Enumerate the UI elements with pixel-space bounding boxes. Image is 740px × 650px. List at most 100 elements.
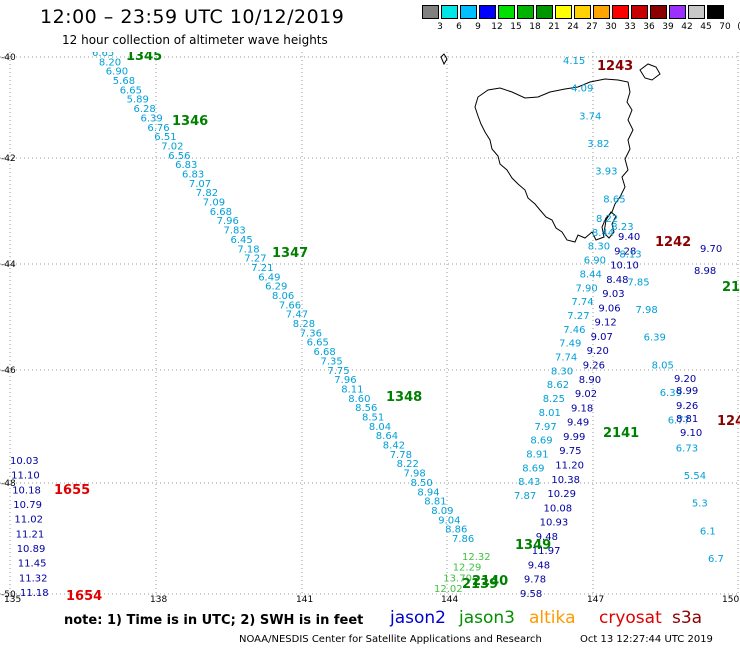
credit-line: NOAA/NESDIS Center for Satellite Applica… — [239, 634, 542, 645]
wave-height-value: 7.66 — [279, 300, 301, 311]
wave-height-value: 6.51 — [154, 132, 176, 143]
wave-height-value: 8.22 — [397, 459, 419, 470]
wave-height-value: 10.89 — [17, 544, 46, 555]
scale-swatch — [517, 5, 534, 19]
wave-height-value: 7.47 — [286, 310, 308, 321]
wave-height-value: 9.26 — [676, 401, 698, 412]
scale-swatch — [555, 5, 572, 19]
wave-height-value: 11.32 — [19, 573, 48, 584]
wave-height-value: 8.64 — [376, 431, 398, 442]
wave-height-value: 7.96 — [217, 216, 239, 227]
wave-height-value: 9.26 — [583, 361, 605, 372]
wave-height-value: 7.18 — [237, 244, 259, 255]
wave-height-value: 11.02 — [14, 515, 43, 526]
wave-height-value: 7.46 — [563, 325, 585, 336]
scale-label: 12 — [491, 22, 503, 32]
wave-height-value: 8.98 — [694, 266, 716, 277]
wave-height-value: 11.45 — [18, 559, 47, 570]
scale-label: 6 — [456, 22, 462, 32]
wave-height-value: 9.02 — [575, 389, 597, 400]
wave-height-value: 7.83 — [224, 226, 246, 237]
wave-height-value: 8.69 — [522, 463, 544, 474]
longitude-label: 135 — [4, 595, 21, 602]
wave-height-value: 9.04 — [438, 515, 460, 526]
scale-label: 27 — [586, 22, 598, 32]
scale-label: 21 — [548, 22, 560, 32]
wave-height-value: 6.28 — [134, 104, 156, 115]
wave-height-value: 8.51 — [362, 413, 384, 424]
wave-height-value: 8.01 — [539, 408, 561, 419]
pass-label: 2139 — [462, 577, 498, 592]
wave-height-value: 7.97 — [535, 422, 557, 433]
wave-height-map[interactable]: -40 -42 -44 -46 -48 -50 135 138 141 144 147 150 6.6… — [0, 52, 740, 602]
pass-label: 1243 — [597, 59, 633, 74]
wave-height-value: 8.99 — [676, 386, 698, 397]
wave-height-value: 7.98 — [636, 305, 658, 316]
wave-height-value: 8.65 — [603, 194, 625, 205]
wave-height-value: 10.93 — [540, 518, 569, 529]
latitude-label: -48 — [1, 479, 16, 489]
wave-height-value: 8.69 — [530, 436, 552, 447]
wave-height-value: 9.28 — [614, 246, 636, 257]
scale-label: (ft) — [734, 22, 740, 32]
wave-height-value: 8.11 — [341, 385, 363, 396]
wave-height-value: 8.42 — [383, 441, 405, 452]
wave-height-value: 6.83 — [175, 160, 197, 171]
pass-label: 1349 — [515, 538, 551, 553]
wave-height-value: 6.39 — [660, 388, 682, 399]
wave-height-value: 8.20 — [99, 57, 121, 68]
wave-height-value: 7.96 — [334, 375, 356, 386]
wave-height-value: 8.05 — [652, 360, 674, 371]
pass-label: 1346 — [172, 114, 208, 129]
wave-height-value: 6.83 — [182, 170, 204, 181]
wave-height-value: 6.45 — [231, 235, 253, 246]
pass-label: 2141 — [603, 426, 639, 441]
scale-swatch — [498, 5, 515, 19]
wave-height-value: 8.06 — [272, 291, 294, 302]
wave-height-value: 4.09 — [571, 84, 593, 95]
flinders-island-coastline — [639, 63, 661, 81]
wave-height-value: 11.10 — [11, 471, 40, 482]
wave-height-value: 11.21 — [16, 529, 45, 540]
scale-label: 39 — [662, 22, 674, 32]
page-subtitle: 12 hour collection of altimeter wave hei… — [62, 33, 328, 47]
wave-height-value: 10.03 — [10, 456, 39, 467]
wave-height-value: 3.93 — [595, 167, 617, 178]
scale-label: 3 — [437, 22, 443, 32]
wave-height-value: 8.43 — [518, 477, 540, 488]
scale-label: 9 — [475, 22, 481, 32]
wave-height-value: 3.74 — [579, 111, 601, 122]
scale-swatch — [650, 5, 667, 19]
scale-label: 45 — [700, 22, 712, 32]
wave-height-value: 6.90 — [106, 67, 128, 78]
wave-height-value: 9.48 — [536, 532, 558, 543]
pass-label: 1345 — [126, 52, 162, 64]
wave-height-value: 9.07 — [591, 332, 613, 343]
wave-height-value: 7.82 — [196, 188, 218, 199]
wave-height-value: 7.27 — [244, 254, 266, 265]
longitude-label: 138 — [150, 595, 167, 602]
latitude-label: -42 — [1, 154, 16, 164]
wave-height-value: 8.09 — [431, 506, 453, 517]
pass-label: 1347 — [272, 246, 308, 261]
wave-height-value: 8.25 — [543, 394, 565, 405]
wave-height-value: 8.86 — [445, 525, 467, 536]
legend-s3a: s3a — [672, 608, 703, 628]
wave-height-value: 7.49 — [559, 339, 581, 350]
wave-height-value: 10.29 — [547, 489, 576, 500]
scale-label: 30 — [605, 22, 617, 32]
wave-height-value: 11.20 — [555, 461, 584, 472]
wave-height-value: 12.29 — [453, 563, 482, 574]
wave-height-value: 8.90 — [579, 375, 601, 386]
wave-height-value: 6.76 — [147, 123, 169, 134]
latitude-label: -50 — [1, 590, 16, 600]
wave-height-value: 8.28 — [293, 319, 315, 330]
legend-cryosat: cryosat — [599, 608, 662, 628]
wave-height-value: 8.30 — [588, 242, 610, 253]
pass-label: 21 — [722, 280, 740, 295]
wave-height-value: 9.49 — [567, 418, 589, 429]
wave-height-value: 6.39 — [644, 333, 666, 344]
scale-swatch — [422, 5, 439, 19]
wave-height-value: 8.30 — [551, 366, 573, 377]
